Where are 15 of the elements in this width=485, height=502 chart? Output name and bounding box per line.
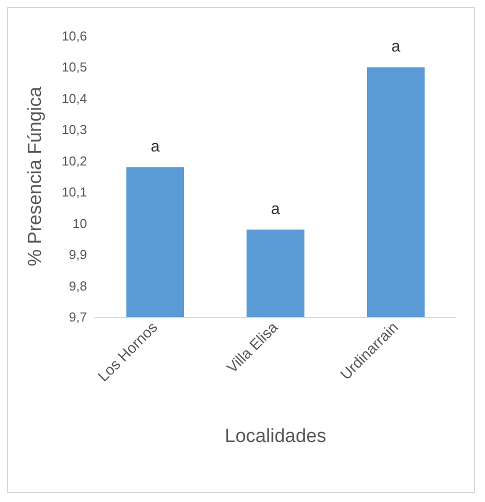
y-tick-label: 9,7 xyxy=(68,310,87,324)
y-tick-label: 10,1 xyxy=(62,184,87,200)
y-tick-label: 10,3 xyxy=(62,122,87,138)
annotation: a xyxy=(150,138,160,156)
annotation: a xyxy=(271,201,280,218)
y-tick-label: 10,2 xyxy=(62,153,87,168)
y-tick-label: 10,4 xyxy=(62,90,87,106)
y-tick-label: 10,5 xyxy=(62,60,87,75)
y-tick-label: 10,6 xyxy=(62,28,87,44)
y-tick-label: 10 xyxy=(72,216,87,231)
y-axis-title: % Presencia Fúngica xyxy=(25,86,46,266)
x-axis-title: Localidades xyxy=(224,426,326,447)
annotation: a xyxy=(391,38,400,56)
y-tick-label: 9,9 xyxy=(68,247,87,262)
y-tick-label: 9,8 xyxy=(68,278,87,294)
